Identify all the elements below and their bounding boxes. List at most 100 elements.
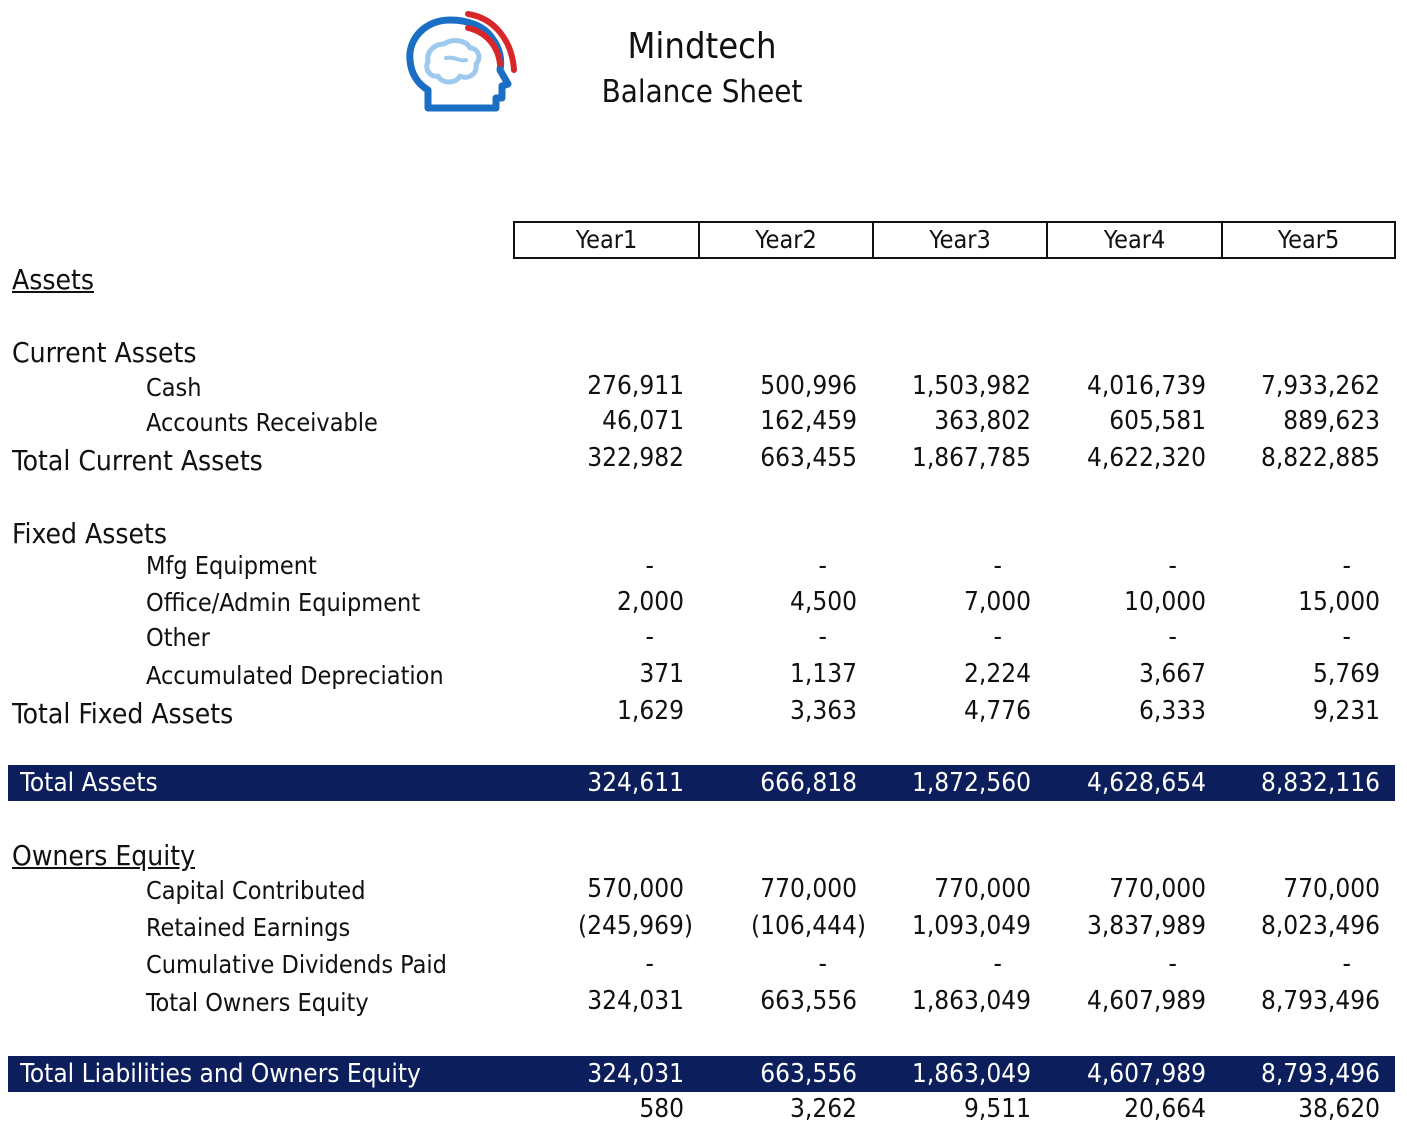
cell-value: (245,969) xyxy=(578,911,693,941)
cell-value: 276,911 xyxy=(587,371,684,401)
company-name: Mindtech xyxy=(627,26,777,67)
cell-value: 3,363 xyxy=(790,696,857,726)
row-label: Office/Admin Equipment xyxy=(146,588,421,617)
cell-value: 46,071 xyxy=(602,406,684,436)
cell-value: - xyxy=(1168,622,1177,652)
cell-value: 1,867,785 xyxy=(911,443,1031,473)
cell-value: 4,500 xyxy=(790,587,857,617)
cell-value: 1,629 xyxy=(617,696,684,726)
cell-value: 371 xyxy=(639,659,684,689)
cell-value: 3,667 xyxy=(1139,659,1206,689)
cell-value: 1,503,982 xyxy=(911,371,1031,401)
cell-value: 7,933,262 xyxy=(1260,371,1380,401)
cell-value: 4,607,989 xyxy=(1086,1059,1206,1089)
cell-value: 6,333 xyxy=(1139,696,1206,726)
cell-value: 7,000 xyxy=(964,587,1031,617)
cell-value: 1,093,049 xyxy=(911,911,1031,941)
cell-value: 663,455 xyxy=(760,443,857,473)
cell-value: 666,818 xyxy=(760,768,857,798)
cell-value: 4,622,320 xyxy=(1086,443,1206,473)
cell-value: - xyxy=(1168,551,1177,581)
cell-value: 2,000 xyxy=(617,587,684,617)
cell-value: 8,793,496 xyxy=(1260,986,1380,1016)
year-header-cell: Year5 xyxy=(1221,221,1396,259)
cell-value: 324,031 xyxy=(587,1059,684,1089)
year-header-cell: Year4 xyxy=(1046,221,1221,259)
fixed-assets-heading: Fixed Assets xyxy=(12,517,167,550)
year-header-cell: Year2 xyxy=(698,221,872,259)
row-label: Mfg Equipment xyxy=(146,551,317,580)
cell-value: 162,459 xyxy=(760,406,857,436)
brain-head-signal-icon xyxy=(406,11,517,112)
cell-value: 10,000 xyxy=(1124,587,1206,617)
cell-value: 4,628,654 xyxy=(1086,768,1206,798)
cell-value: 322,982 xyxy=(587,443,684,473)
cell-value: 4,607,989 xyxy=(1086,986,1206,1016)
year-header-cell: Year3 xyxy=(872,221,1046,259)
cell-value: - xyxy=(645,622,654,652)
row-label: Cash xyxy=(146,373,202,402)
cell-value: 2,224 xyxy=(964,659,1031,689)
cell-value: 8,832,116 xyxy=(1260,768,1380,798)
cell-value: 8,822,885 xyxy=(1260,443,1380,473)
row-label: Accounts Receivable xyxy=(146,408,378,437)
cell-value: - xyxy=(818,622,827,652)
cell-value: 1,872,560 xyxy=(911,768,1031,798)
cell-value: 324,031 xyxy=(587,986,684,1016)
total-assets-band: Total Assets 324,611 666,818 1,872,560 4… xyxy=(8,765,1395,801)
cell-value: 324,611 xyxy=(587,768,684,798)
cell-value: - xyxy=(1168,949,1177,979)
row-label: Retained Earnings xyxy=(146,913,351,942)
cell-value: 1,137 xyxy=(790,659,857,689)
cell-value: 15,000 xyxy=(1298,587,1380,617)
row-label: Total Liabilities and Owners Equity xyxy=(20,1059,421,1089)
row-label: Total Owners Equity xyxy=(146,988,369,1017)
cell-value: 570,000 xyxy=(587,874,684,904)
cell-value: 889,623 xyxy=(1283,406,1380,436)
cell-value: 9,511 xyxy=(964,1094,1031,1124)
cell-value: 38,620 xyxy=(1298,1094,1380,1124)
cell-value: - xyxy=(1342,551,1351,581)
row-label: Total Current Assets xyxy=(12,444,263,477)
cell-value: 9,231 xyxy=(1313,696,1380,726)
cell-value: 770,000 xyxy=(1109,874,1206,904)
cell-value: - xyxy=(1342,622,1351,652)
cell-value: - xyxy=(645,949,654,979)
total-liabilities-equity-band: Total Liabilities and Owners Equity 324,… xyxy=(8,1056,1395,1092)
cell-value: 663,556 xyxy=(760,986,857,1016)
year-header: Year1 Year2 Year3 Year4 Year5 xyxy=(513,221,1396,259)
cell-value: 5,769 xyxy=(1313,659,1380,689)
cell-value: 1,863,049 xyxy=(911,1059,1031,1089)
current-assets-heading: Current Assets xyxy=(12,336,197,369)
cell-value: 1,863,049 xyxy=(911,986,1031,1016)
cell-value: 500,996 xyxy=(760,371,857,401)
cell-value: 580 xyxy=(639,1094,684,1124)
owners-equity-heading: Owners Equity xyxy=(12,839,196,872)
cell-value: 20,664 xyxy=(1124,1094,1206,1124)
cell-value: 770,000 xyxy=(1283,874,1380,904)
cell-value: (106,444) xyxy=(751,911,866,941)
cell-value: - xyxy=(993,949,1002,979)
assets-heading: Assets xyxy=(12,263,94,296)
row-label: Other xyxy=(146,623,210,652)
cell-value: - xyxy=(645,551,654,581)
row-label: Capital Contributed xyxy=(146,876,366,905)
cell-value: - xyxy=(993,622,1002,652)
cell-value: - xyxy=(818,949,827,979)
cell-value: - xyxy=(1342,949,1351,979)
cell-value: - xyxy=(993,551,1002,581)
cell-value: 770,000 xyxy=(760,874,857,904)
cell-value: 363,802 xyxy=(934,406,1031,436)
cell-value: 8,023,496 xyxy=(1260,911,1380,941)
cell-value: 8,793,496 xyxy=(1260,1059,1380,1089)
cell-value: 770,000 xyxy=(934,874,1031,904)
cell-value: 605,581 xyxy=(1109,406,1206,436)
row-label: Total Fixed Assets xyxy=(12,697,234,730)
cell-value: 663,556 xyxy=(760,1059,857,1089)
cell-value: - xyxy=(818,551,827,581)
row-label: Total Assets xyxy=(20,768,158,798)
row-label: Accumulated Depreciation xyxy=(146,661,444,690)
cell-value: 3,262 xyxy=(790,1094,857,1124)
row-label: Cumulative Dividends Paid xyxy=(146,950,447,979)
cell-value: 4,776 xyxy=(964,696,1031,726)
